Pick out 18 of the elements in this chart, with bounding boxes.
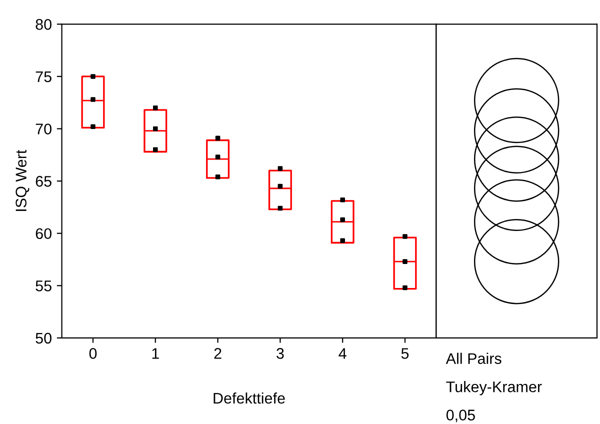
text: All Pairs <box>446 352 502 364</box>
y-axis-title: ISQ Wert <box>16 150 30 211</box>
x-tick-label: 0 <box>89 348 97 359</box>
x-tick-label: 2 <box>214 348 222 359</box>
x-tick-label: 5 <box>401 348 409 359</box>
text: Tukey-Kramer <box>446 381 542 396</box>
y-tick-label: 75 <box>36 71 52 82</box>
y-tick-label: 80 <box>36 19 52 30</box>
y-tick-label: 55 <box>36 280 52 292</box>
y-tick-label: 50 <box>36 332 52 344</box>
text: 0,05 <box>446 410 475 422</box>
x-tick-label: 3 <box>276 348 284 359</box>
x-tick-label: 4 <box>338 348 346 359</box>
y-tick-label: 60 <box>36 228 52 240</box>
y-tick-label: 70 <box>36 124 52 134</box>
x-tick-label: 1 <box>152 348 159 359</box>
x-axis-title: Defekttiefe <box>214 392 285 404</box>
y-tick-label: 65 <box>36 176 52 187</box>
